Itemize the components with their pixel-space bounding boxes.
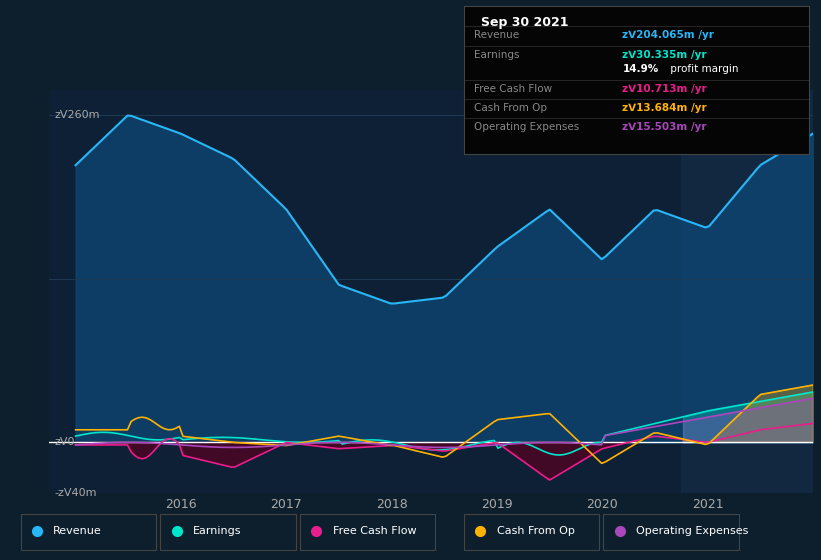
- Text: zᐯ0: zᐯ0: [54, 437, 75, 447]
- Text: zᐯ15.503m /yr: zᐯ15.503m /yr: [622, 122, 707, 132]
- Text: Free Cash Flow: Free Cash Flow: [333, 526, 416, 536]
- Text: Cash From Op: Cash From Op: [475, 103, 548, 113]
- Text: profit margin: profit margin: [667, 64, 739, 74]
- Bar: [681, 90, 813, 493]
- Text: 14.9%: 14.9%: [622, 64, 658, 74]
- Text: zᐯ260m: zᐯ260m: [54, 110, 100, 120]
- Text: Earnings: Earnings: [475, 50, 520, 59]
- Text: zᐯ10.713m /yr: zᐯ10.713m /yr: [622, 83, 707, 94]
- Text: Operating Expenses: Operating Expenses: [636, 526, 749, 536]
- Text: zᐯ13.684m /yr: zᐯ13.684m /yr: [622, 103, 707, 113]
- Text: Free Cash Flow: Free Cash Flow: [475, 83, 553, 94]
- Text: Operating Expenses: Operating Expenses: [475, 122, 580, 132]
- Text: zᐯ30.335m /yr: zᐯ30.335m /yr: [622, 50, 707, 59]
- Text: Sep 30 2021: Sep 30 2021: [481, 16, 569, 29]
- Text: -zᐯ40m: -zᐯ40m: [54, 488, 97, 498]
- Text: Revenue: Revenue: [53, 526, 102, 536]
- Text: Earnings: Earnings: [193, 526, 241, 536]
- Text: Revenue: Revenue: [475, 30, 520, 40]
- Text: Cash From Op: Cash From Op: [497, 526, 575, 536]
- Text: zᐯ204.065m /yr: zᐯ204.065m /yr: [622, 30, 714, 40]
